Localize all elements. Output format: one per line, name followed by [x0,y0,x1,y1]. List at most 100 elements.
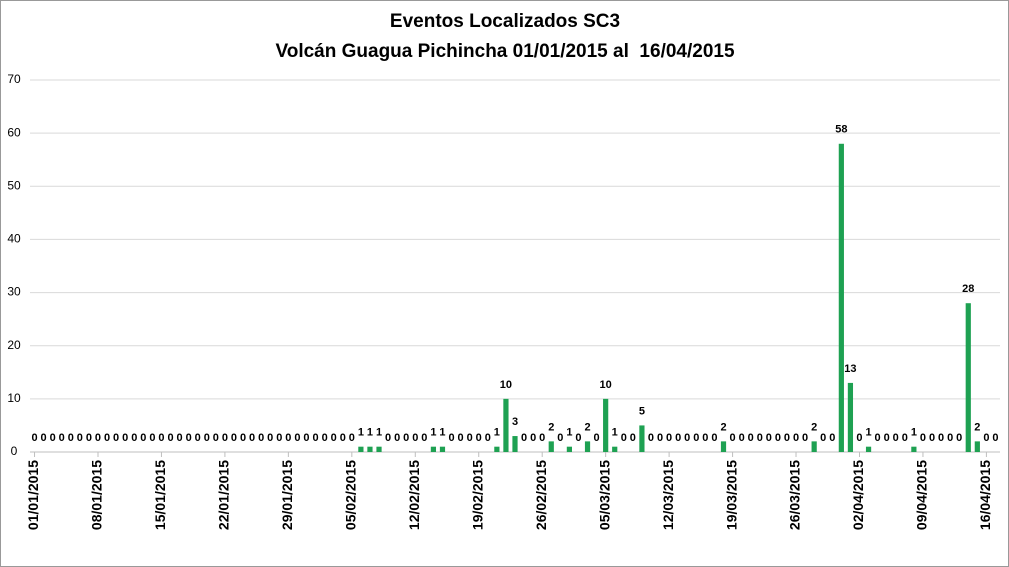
data-label: 2 [584,421,590,433]
x-tick-label: 01/01/2015 [25,460,41,530]
data-label: 0 [947,432,953,444]
bar [720,441,727,452]
bar [584,441,591,452]
data-label: 0 [675,432,681,444]
data-label: 1 [911,427,917,439]
data-label: 0 [594,432,600,444]
bar [911,446,917,452]
data-label: 1 [494,427,500,439]
bar [358,446,364,452]
data-label: 0 [757,432,763,444]
data-label: 0 [403,432,409,444]
data-label: 0 [575,432,581,444]
bar [612,446,618,452]
x-tick-label: 26/03/2015 [787,460,803,530]
data-label: 0 [421,432,427,444]
data-label: 0 [322,432,328,444]
data-label: 0 [412,432,418,444]
data-label: 0 [920,432,926,444]
data-label: 0 [222,432,228,444]
data-label: 0 [530,432,536,444]
x-tick-label: 29/01/2015 [279,460,295,530]
data-label: 1 [566,427,572,439]
data-label: 58 [835,124,847,136]
data-label: 0 [711,432,717,444]
y-tick-label: 30 [7,285,21,299]
bar [965,303,971,452]
data-label: 10 [600,379,612,391]
data-label: 0 [448,432,454,444]
bar [838,143,844,452]
data-label: 0 [195,432,201,444]
data-label: 0 [340,432,346,444]
data-label: 0 [983,432,989,444]
y-tick-label: 60 [7,125,21,139]
x-tick-label: 19/03/2015 [723,460,739,530]
data-label: 0 [467,432,473,444]
data-label: 0 [557,432,563,444]
chart-subtitle: Volcán Guagua Pichincha 01/01/2015 al 16… [275,41,735,62]
data-label: 0 [829,432,835,444]
data-label: 0 [730,432,736,444]
data-label: 0 [902,432,908,444]
data-label: 0 [104,432,110,444]
bar [503,398,509,452]
data-label: 2 [548,421,554,433]
data-label: 1 [376,427,382,439]
data-label: 0 [167,432,173,444]
data-label: 0 [113,432,119,444]
bar [494,446,500,452]
data-label: 0 [122,432,128,444]
data-label: 0 [693,432,699,444]
data-label: 0 [476,432,482,444]
data-label: 0 [802,432,808,444]
data-label: 1 [439,427,445,439]
data-label: 0 [149,432,155,444]
y-tick-label: 40 [7,232,21,246]
bar [639,425,645,452]
chart-title: Eventos Localizados SC3 [390,11,620,32]
data-label: 0 [521,432,527,444]
data-label: 0 [766,432,772,444]
data-label: 0 [258,432,264,444]
data-label: 2 [811,421,817,433]
data-label: 0 [95,432,101,444]
data-label: 0 [50,432,56,444]
x-tick-label: 16/04/2015 [977,460,993,530]
data-label: 13 [844,363,856,375]
data-label: 0 [385,432,391,444]
bar [548,441,554,452]
data-label: 0 [956,432,962,444]
data-label: 2 [720,421,726,433]
data-label: 0 [856,432,862,444]
data-label: 1 [358,427,364,439]
y-tick-label: 10 [7,391,21,405]
bar [376,446,382,452]
data-label: 0 [739,432,745,444]
x-tick-label: 05/02/2015 [343,460,359,530]
y-tick-label: 0 [11,444,18,458]
data-label: 0 [59,432,65,444]
data-label: 0 [893,432,899,444]
data-label: 0 [884,432,890,444]
data-label: 0 [394,432,400,444]
bar [367,446,373,452]
bar [974,441,980,452]
data-label: 0 [648,432,654,444]
data-label: 0 [938,432,944,444]
data-label: 1 [865,427,871,439]
data-label: 0 [929,432,935,444]
bar [847,382,854,452]
y-tick-label: 20 [7,338,21,352]
y-tick-label: 70 [7,72,21,86]
x-tick-label: 05/03/2015 [596,460,612,530]
x-tick-label: 09/04/2015 [914,460,930,530]
bar [566,446,572,452]
bar [603,398,609,452]
x-tick-label: 26/02/2015 [533,460,549,530]
data-label: 0 [249,432,255,444]
data-label: 0 [458,432,464,444]
data-label: 0 [276,432,282,444]
data-label: 0 [820,432,826,444]
bar [865,446,872,452]
